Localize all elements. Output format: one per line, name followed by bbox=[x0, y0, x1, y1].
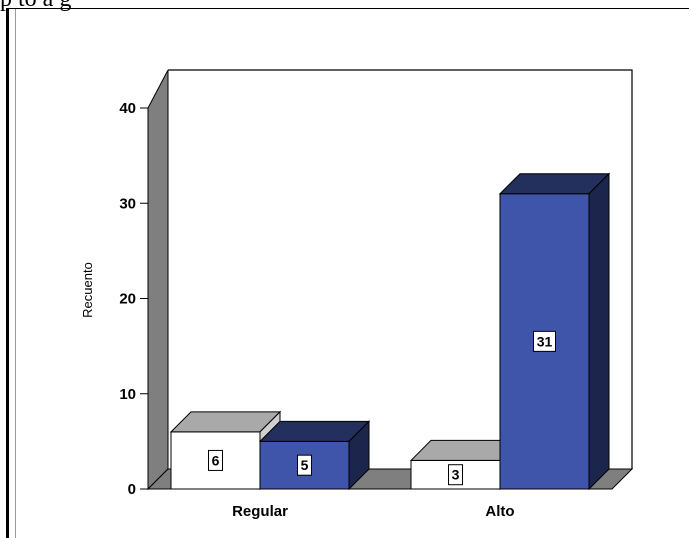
data-label: 3 bbox=[452, 467, 460, 483]
y-tick-label: 10 bbox=[119, 386, 136, 403]
y-tick-label: 0 bbox=[128, 481, 136, 498]
x-category-label: Regular bbox=[232, 503, 288, 520]
data-label-box bbox=[208, 449, 223, 471]
y-axis-title: Recuento bbox=[80, 262, 95, 318]
x-category-label: Alto bbox=[485, 503, 514, 520]
frame-inner-line bbox=[15, 9, 16, 538]
data-label-box bbox=[533, 330, 556, 352]
chart-frame bbox=[6, 8, 689, 538]
back-wall-edge bbox=[168, 69, 633, 469]
y-tick-label: 20 bbox=[119, 291, 136, 308]
data-label: 6 bbox=[212, 452, 220, 468]
y-tick-label: 40 bbox=[119, 100, 136, 117]
bar-side bbox=[348, 420, 370, 491]
data-label-box bbox=[448, 464, 463, 486]
y-tick-label: 30 bbox=[119, 195, 136, 212]
left-wall bbox=[147, 69, 169, 491]
bar-side bbox=[588, 172, 610, 491]
data-label: 31 bbox=[537, 333, 553, 349]
data-label: 5 bbox=[301, 457, 309, 473]
data-label-box bbox=[297, 454, 312, 476]
cropped-header-text: p to a g bbox=[0, 0, 71, 13]
